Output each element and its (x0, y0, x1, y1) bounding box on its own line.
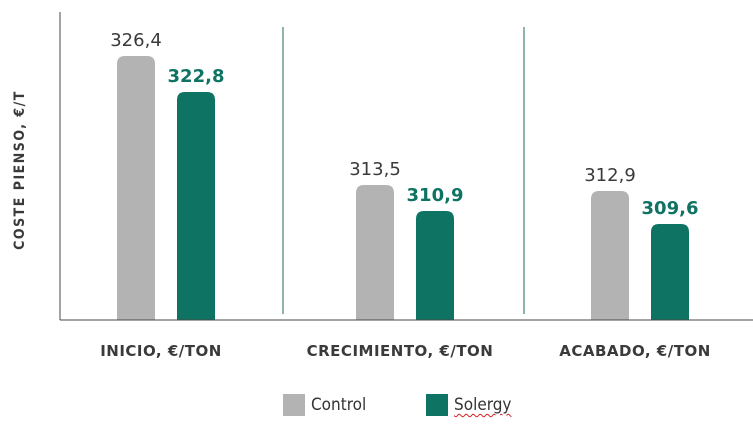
value-label-solergy-0: 322,8 (168, 66, 225, 87)
value-label-solergy-2: 309,6 (642, 198, 699, 219)
legend-item-control: Control (283, 394, 366, 416)
bar-control-2 (591, 191, 629, 320)
legend-label-control: Control (311, 395, 367, 415)
legend-swatch-control (283, 394, 305, 416)
category-label-2: ACABADO, €/TON (559, 342, 711, 360)
y-axis-label-container: COSTE PIENSO, €/T (0, 40, 40, 300)
legend: Control Solergy (0, 394, 753, 420)
legend-item-solergy: Solergy (426, 394, 511, 416)
value-label-solergy-1: 310,9 (407, 185, 464, 206)
legend-label-solergy: Solergy (454, 395, 512, 415)
bar-solergy-0 (177, 92, 215, 320)
bar-solergy-2 (651, 224, 689, 320)
bar-control-0 (117, 56, 155, 320)
bar-solergy-1 (416, 211, 454, 320)
value-label-control-0: 326,4 (110, 30, 162, 51)
value-label-control-1: 313,5 (349, 159, 401, 180)
legend-swatch-solergy (426, 394, 448, 416)
bar-control-1 (356, 185, 394, 320)
category-label-1: CRECIMIENTO, €/TON (307, 342, 494, 360)
category-label-0: INICIO, €/TON (100, 342, 222, 360)
y-axis-label: COSTE PIENSO, €/T (12, 90, 28, 250)
value-label-control-2: 312,9 (584, 165, 636, 186)
